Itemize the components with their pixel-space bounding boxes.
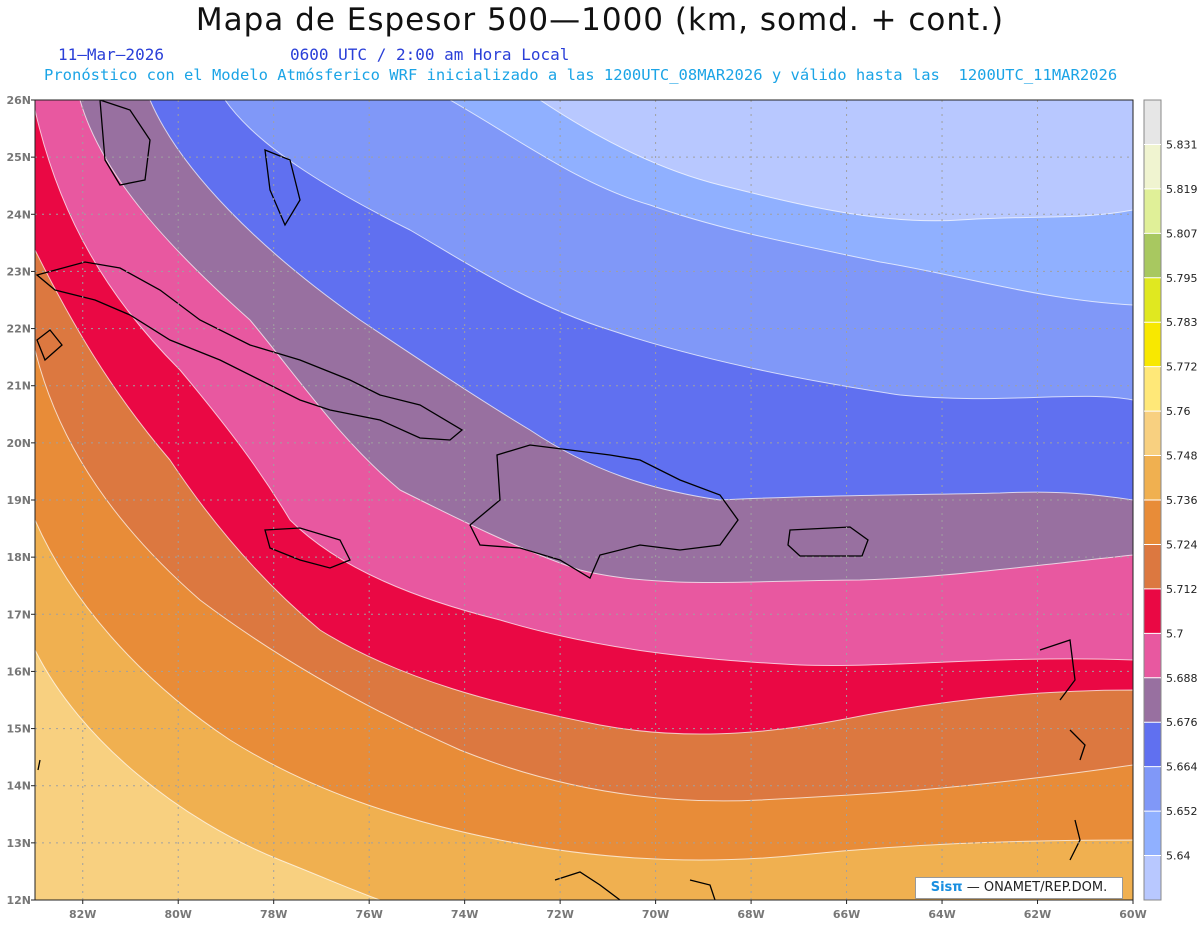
coastline-lesser-antilles — [1039, 639, 1086, 861]
coastline-south-america — [37, 759, 716, 900]
coastline-puerto-rico — [787, 526, 869, 557]
colorbar-swatch — [1144, 100, 1161, 145]
lon-label: 62W — [1024, 908, 1051, 921]
colorbar-label: 5.831 — [1166, 138, 1198, 151]
lat-label: 14N — [6, 780, 31, 793]
colorbar: 5.831 5.819 5.807 5.795 5.783 5.772 5.76 5.748 5… — [1143, 99, 1198, 901]
lon-label: 78W — [260, 908, 287, 921]
lon-label: 60W — [1119, 908, 1146, 921]
colorbar-label: 5.724 — [1166, 538, 1198, 551]
credit-text: — ONAMET/REP.DOM. — [966, 880, 1108, 895]
colorbar-label: 5.7 — [1166, 627, 1184, 640]
lat-label: 13N — [6, 837, 31, 850]
forecast-time: 0600 UTC / 2:00 am Hora Local — [290, 45, 570, 64]
band-10 — [35, 100, 1133, 900]
coastline-cuba — [35, 261, 464, 441]
lat-label: 17N — [6, 608, 31, 621]
lon-label: 68W — [737, 908, 764, 921]
colorbar-swatch — [1144, 233, 1161, 278]
band-8 — [35, 100, 1133, 900]
colorbar-label: 5.772 — [1166, 361, 1198, 374]
colorbar-swatch — [1144, 855, 1161, 900]
lat-label: 23N — [6, 265, 31, 278]
colorbar-swatch — [1144, 811, 1161, 856]
lat-label: 24N — [6, 208, 31, 221]
colorbar-swatch — [1144, 544, 1161, 589]
colorbar-label: 5.795 — [1166, 272, 1198, 285]
forecast-date: 11—Mar—2026 — [58, 45, 164, 64]
colorbar-swatch — [1144, 633, 1161, 678]
model-info: Pronóstico con el Modelo Atmósferico WRF… — [44, 66, 1118, 84]
lat-label: 20N — [6, 437, 31, 450]
lat-label: 18N — [6, 551, 31, 564]
longitude-labels: 82W 80W 78W 76W 74W 72W 70W 68W 66W 64W 62W 60W — [69, 900, 1147, 921]
colorbar-label: 5.76 — [1166, 405, 1191, 418]
credit-brand: Sisπ — [930, 880, 963, 895]
lon-label: 82W — [69, 908, 96, 921]
colorbar-label: 5.664 — [1166, 761, 1198, 774]
lat-label: 19N — [6, 494, 31, 507]
lon-label: 74W — [451, 908, 478, 921]
colorbar-swatch — [1144, 722, 1161, 767]
lat-label: 25N — [6, 151, 31, 164]
coastline-bahamas-andros — [264, 148, 301, 227]
colorbar-label: 5.748 — [1166, 450, 1198, 463]
colorbar-label: 5.819 — [1166, 183, 1198, 196]
coastlines — [35, 100, 1086, 900]
colorbar-swatch — [1144, 277, 1161, 323]
colorbar-swatch — [1144, 766, 1161, 812]
colorbar-label: 5.807 — [1166, 227, 1198, 240]
lon-label: 70W — [642, 908, 669, 921]
lat-label: 22N — [6, 323, 31, 336]
lat-label: 12N — [6, 894, 31, 907]
lat-label: 16N — [6, 665, 31, 678]
lon-label: 72W — [546, 908, 573, 921]
colorbar-swatch — [1144, 144, 1161, 189]
colorbar-label: 5.676 — [1166, 716, 1198, 729]
colorbar-swatch — [1144, 188, 1161, 234]
coastline-hispaniola — [469, 444, 739, 579]
lon-label: 80W — [164, 908, 191, 921]
credit-box: Sisπ — ONAMET/REP.DOM. — [915, 877, 1123, 899]
colorbar-label: 5.712 — [1166, 583, 1198, 596]
colorbar-swatch — [1144, 366, 1161, 412]
coastline-jamaica — [264, 527, 351, 569]
map-title: Mapa de Espesor 500—1000 (km, somd. + co… — [195, 2, 1005, 38]
colorbar-swatch — [1144, 677, 1161, 723]
colorbar-label: 5.688 — [1166, 672, 1198, 685]
lon-label: 66W — [833, 908, 860, 921]
thickness-bands — [35, 100, 1133, 900]
lon-label: 64W — [928, 908, 955, 921]
coastline-yucatan — [36, 329, 63, 362]
lon-label: 76W — [355, 908, 382, 921]
colorbar-swatch — [1144, 322, 1161, 367]
colorbar-label: 5.783 — [1166, 316, 1198, 329]
colorbar-label: 5.652 — [1166, 805, 1198, 818]
latitude-labels: 26N 25N 24N 23N 22N 21N 20N 19N 18N 17N 16N 15N 14N 1… — [6, 94, 35, 907]
lat-label: 15N — [6, 723, 31, 736]
colorbar-swatch — [1144, 455, 1161, 500]
colorbar-swatch — [1144, 500, 1161, 545]
colorbar-swatch — [1144, 588, 1161, 634]
coastline-florida — [99, 100, 151, 186]
lat-label: 26N — [6, 94, 31, 107]
colorbar-label: 5.736 — [1166, 494, 1198, 507]
colorbar-label: 5.64 — [1166, 850, 1191, 863]
colorbar-swatch — [1144, 411, 1161, 456]
lat-label: 21N — [6, 380, 31, 393]
